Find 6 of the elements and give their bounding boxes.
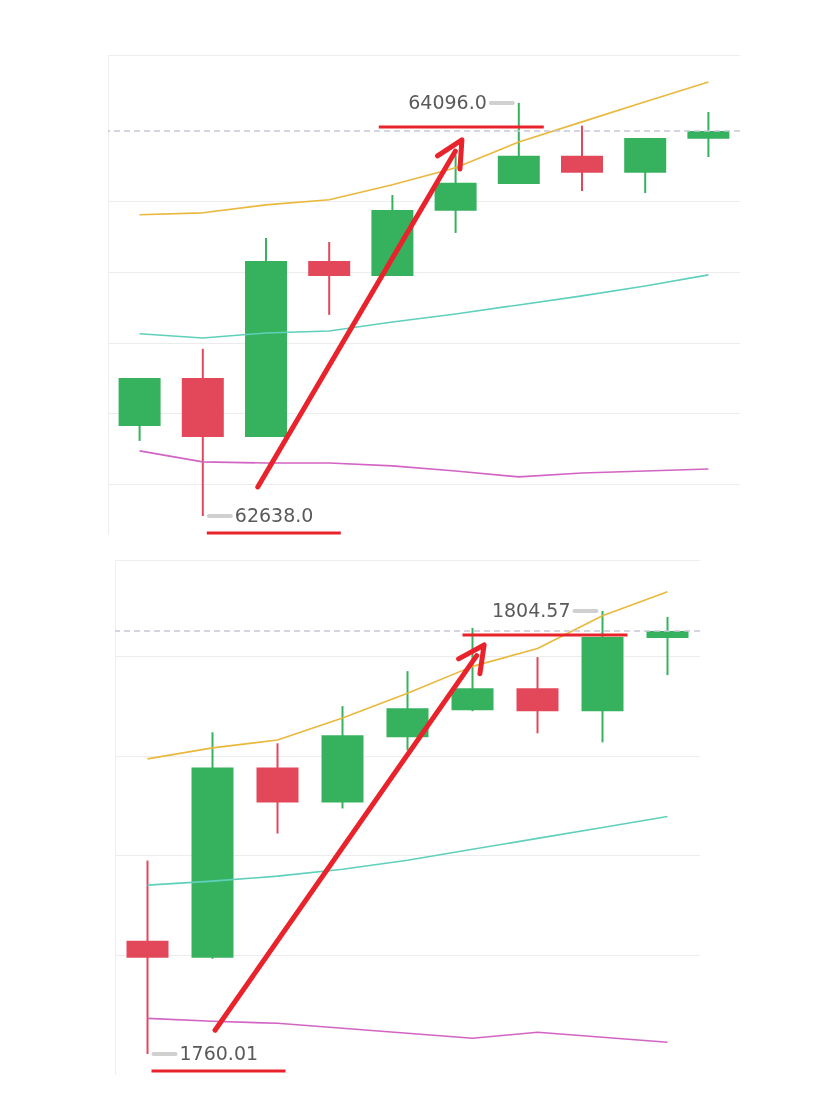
candlestick [646,615,689,677]
annotation: 64096.0 [408,90,487,113]
annotation: 62638.0 [234,504,314,527]
annotation: 1804.57 [491,599,571,621]
candlestick [687,110,730,159]
annotation: 1760.01 [179,1042,259,1065]
